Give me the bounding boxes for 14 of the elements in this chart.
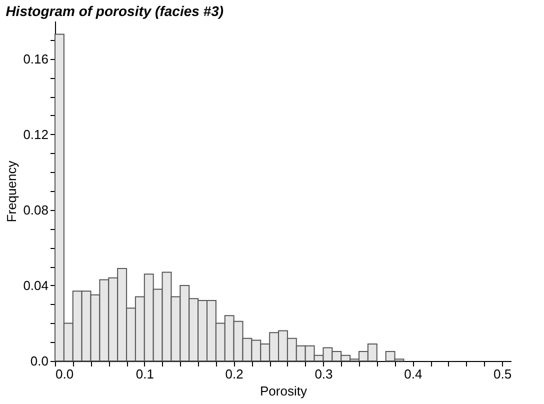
x-tick-label: 0.0 xyxy=(56,366,74,382)
y-tick-label: 0.08 xyxy=(23,202,48,218)
chart-title: Histogram of porosity (facies #3) xyxy=(6,3,224,19)
x-tick-label: 0.4 xyxy=(404,366,422,382)
x-tick-label: 0.1 xyxy=(136,366,154,382)
x-tick-label: 0.5 xyxy=(494,366,512,382)
y-tick-label: 0.04 xyxy=(23,278,48,293)
y-tick-label: 0.16 xyxy=(23,51,48,66)
y-tick-label: 0.12 xyxy=(23,126,48,142)
x-axis-title: Porosity xyxy=(260,384,308,398)
y-tick-label: 0.0 xyxy=(30,354,48,368)
x-tick-label: 0.3 xyxy=(314,366,333,382)
x-tick-label: 0.2 xyxy=(225,366,244,382)
y-axis-title: Frequency xyxy=(4,160,20,222)
